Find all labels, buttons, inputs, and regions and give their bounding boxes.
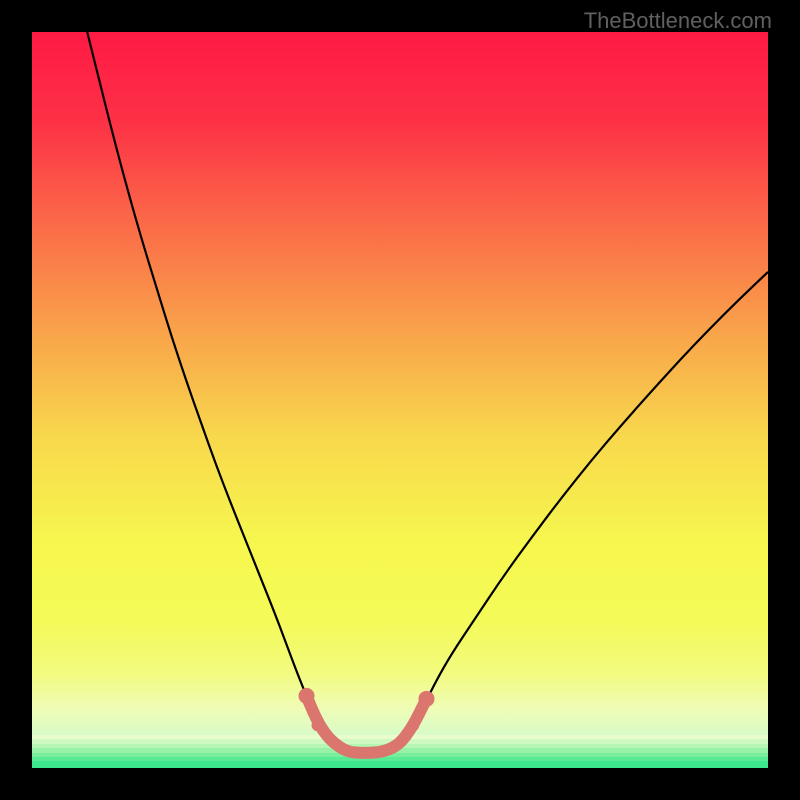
watermark-text: TheBottleneck.com (584, 8, 772, 34)
bottleneck-highlight (299, 688, 435, 753)
figure-root: { "canvas": { "width": 800, "height": 80… (0, 0, 800, 800)
highlight-marker (407, 719, 419, 731)
highlight-marker (312, 719, 324, 731)
chart-svg-layer (32, 32, 768, 768)
highlight-marker (418, 691, 434, 707)
bottleneck-curve (87, 32, 768, 753)
chart-plot-area (32, 32, 768, 768)
highlight-marker (299, 688, 315, 704)
